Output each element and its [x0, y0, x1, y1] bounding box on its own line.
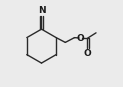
Text: N: N — [38, 6, 45, 15]
Text: O: O — [84, 49, 92, 58]
Text: O: O — [77, 34, 84, 43]
